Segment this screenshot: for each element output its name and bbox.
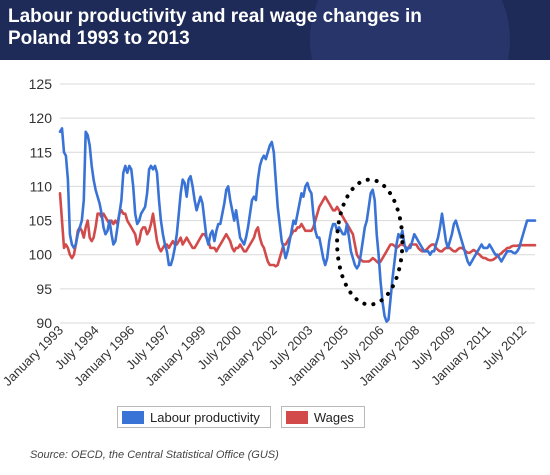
- y-tick-label: 110: [30, 178, 53, 194]
- legend-swatch-productivity: [122, 410, 144, 424]
- y-tick-label: 120: [29, 110, 53, 126]
- y-tick-label: 115: [30, 144, 53, 160]
- y-tick-label: 90: [36, 315, 52, 331]
- series-line-wages: [58, 192, 537, 268]
- legend-label-productivity: Labour productivity: [150, 409, 260, 425]
- dotted-ellipse-annotation: [335, 177, 405, 307]
- y-tick-label: 125: [29, 76, 53, 92]
- watermark-logo: [310, 0, 510, 60]
- legend-swatch-wages: [285, 410, 308, 424]
- chart-title: Labour productivity and real wage change…: [8, 6, 422, 49]
- grid-lines: [60, 83, 535, 324]
- chart-header: Labour productivity and real wage change…: [0, 0, 550, 60]
- chart-legend: Labour productivity Wages: [117, 406, 365, 428]
- line-chart: 90 95 100 105 110 115 120 125 January 1993July …: [0, 76, 537, 389]
- legend-item-productivity[interactable]: Labour productivity: [117, 406, 271, 428]
- source-note: Source: OECD, the Central Statistical Of…: [30, 449, 279, 461]
- y-tick-label: 100: [29, 247, 53, 263]
- legend-item-wages[interactable]: Wages: [280, 406, 365, 428]
- series-group: [58, 127, 537, 323]
- annotation-group: [335, 177, 405, 307]
- series-line-labour-productivity: [58, 127, 537, 323]
- y-tick-label: 105: [29, 213, 53, 229]
- y-axis-ticks: 90 95 100 105 110 115 120 125: [29, 76, 53, 331]
- y-tick-label: 95: [36, 281, 52, 297]
- legend-label-wages: Wages: [313, 409, 354, 425]
- x-tick-label: January 1993: [0, 323, 66, 389]
